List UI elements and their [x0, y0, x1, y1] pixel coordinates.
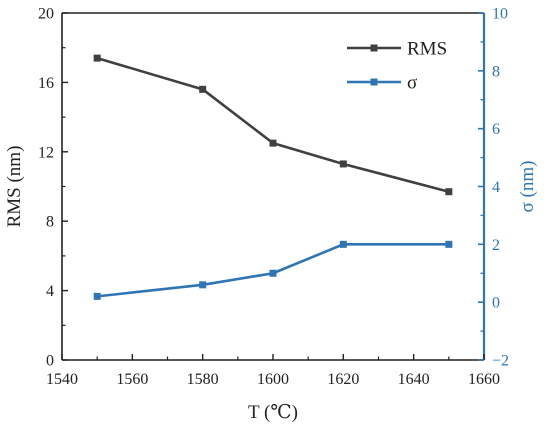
- y-right-tick-label: 8: [492, 63, 500, 80]
- legend-marker-rms: [370, 44, 378, 52]
- legend-label-rms: RMS: [407, 39, 447, 60]
- y-left-tick-label: 0: [46, 353, 54, 370]
- axes-group: 1540 1560 1580 1600 1620 1640 1660048121620−20…: [38, 6, 509, 389]
- x-tick-label: 1620: [327, 371, 359, 388]
- legend-group: RMS σ: [347, 39, 447, 94]
- y-axis-left-label: RMS (nm): [4, 146, 25, 228]
- y-right-tick-label: 4: [492, 179, 500, 196]
- x-tick-label: 1600: [257, 371, 289, 388]
- legend-marker-sigma: [370, 78, 378, 86]
- data-point-sigma: [339, 240, 347, 248]
- data-point-rms: [93, 54, 101, 62]
- y-right-tick-label: 2: [492, 237, 500, 254]
- x-tick-label: 1640: [398, 371, 430, 388]
- x-tick-label: 1540: [46, 371, 78, 388]
- y-right-tick-label: 0: [492, 295, 500, 312]
- data-point-rms: [199, 85, 207, 93]
- data-point-sigma: [199, 281, 207, 289]
- data-point-rms: [339, 160, 347, 168]
- y-axis-right-label: σ (nm): [517, 161, 538, 213]
- data-point-sigma: [93, 292, 101, 300]
- y-left-tick-label: 12: [38, 144, 54, 161]
- x-axis-label: T (℃): [248, 402, 298, 423]
- y-left-tick-label: 16: [38, 75, 54, 92]
- x-tick-label: 1560: [116, 371, 148, 388]
- y-right-tick-label: 10: [492, 6, 508, 23]
- y-right-tick-label: 6: [492, 121, 500, 138]
- y-left-tick-label: 8: [46, 214, 54, 231]
- x-tick-label: 1580: [187, 371, 219, 388]
- y-left-tick-label: 20: [38, 6, 54, 23]
- data-point-sigma: [445, 240, 453, 248]
- y-left-tick-label: 4: [46, 283, 54, 300]
- data-point-sigma: [269, 269, 277, 277]
- series-line-rms: [96, 56, 450, 193]
- data-point-rms: [269, 139, 277, 147]
- series-group: [93, 54, 453, 300]
- legend-label-sigma: σ: [407, 73, 417, 94]
- x-tick-label: 1660: [468, 371, 500, 388]
- data-point-rms: [445, 188, 453, 196]
- y-right-tick-label: −2: [492, 353, 509, 370]
